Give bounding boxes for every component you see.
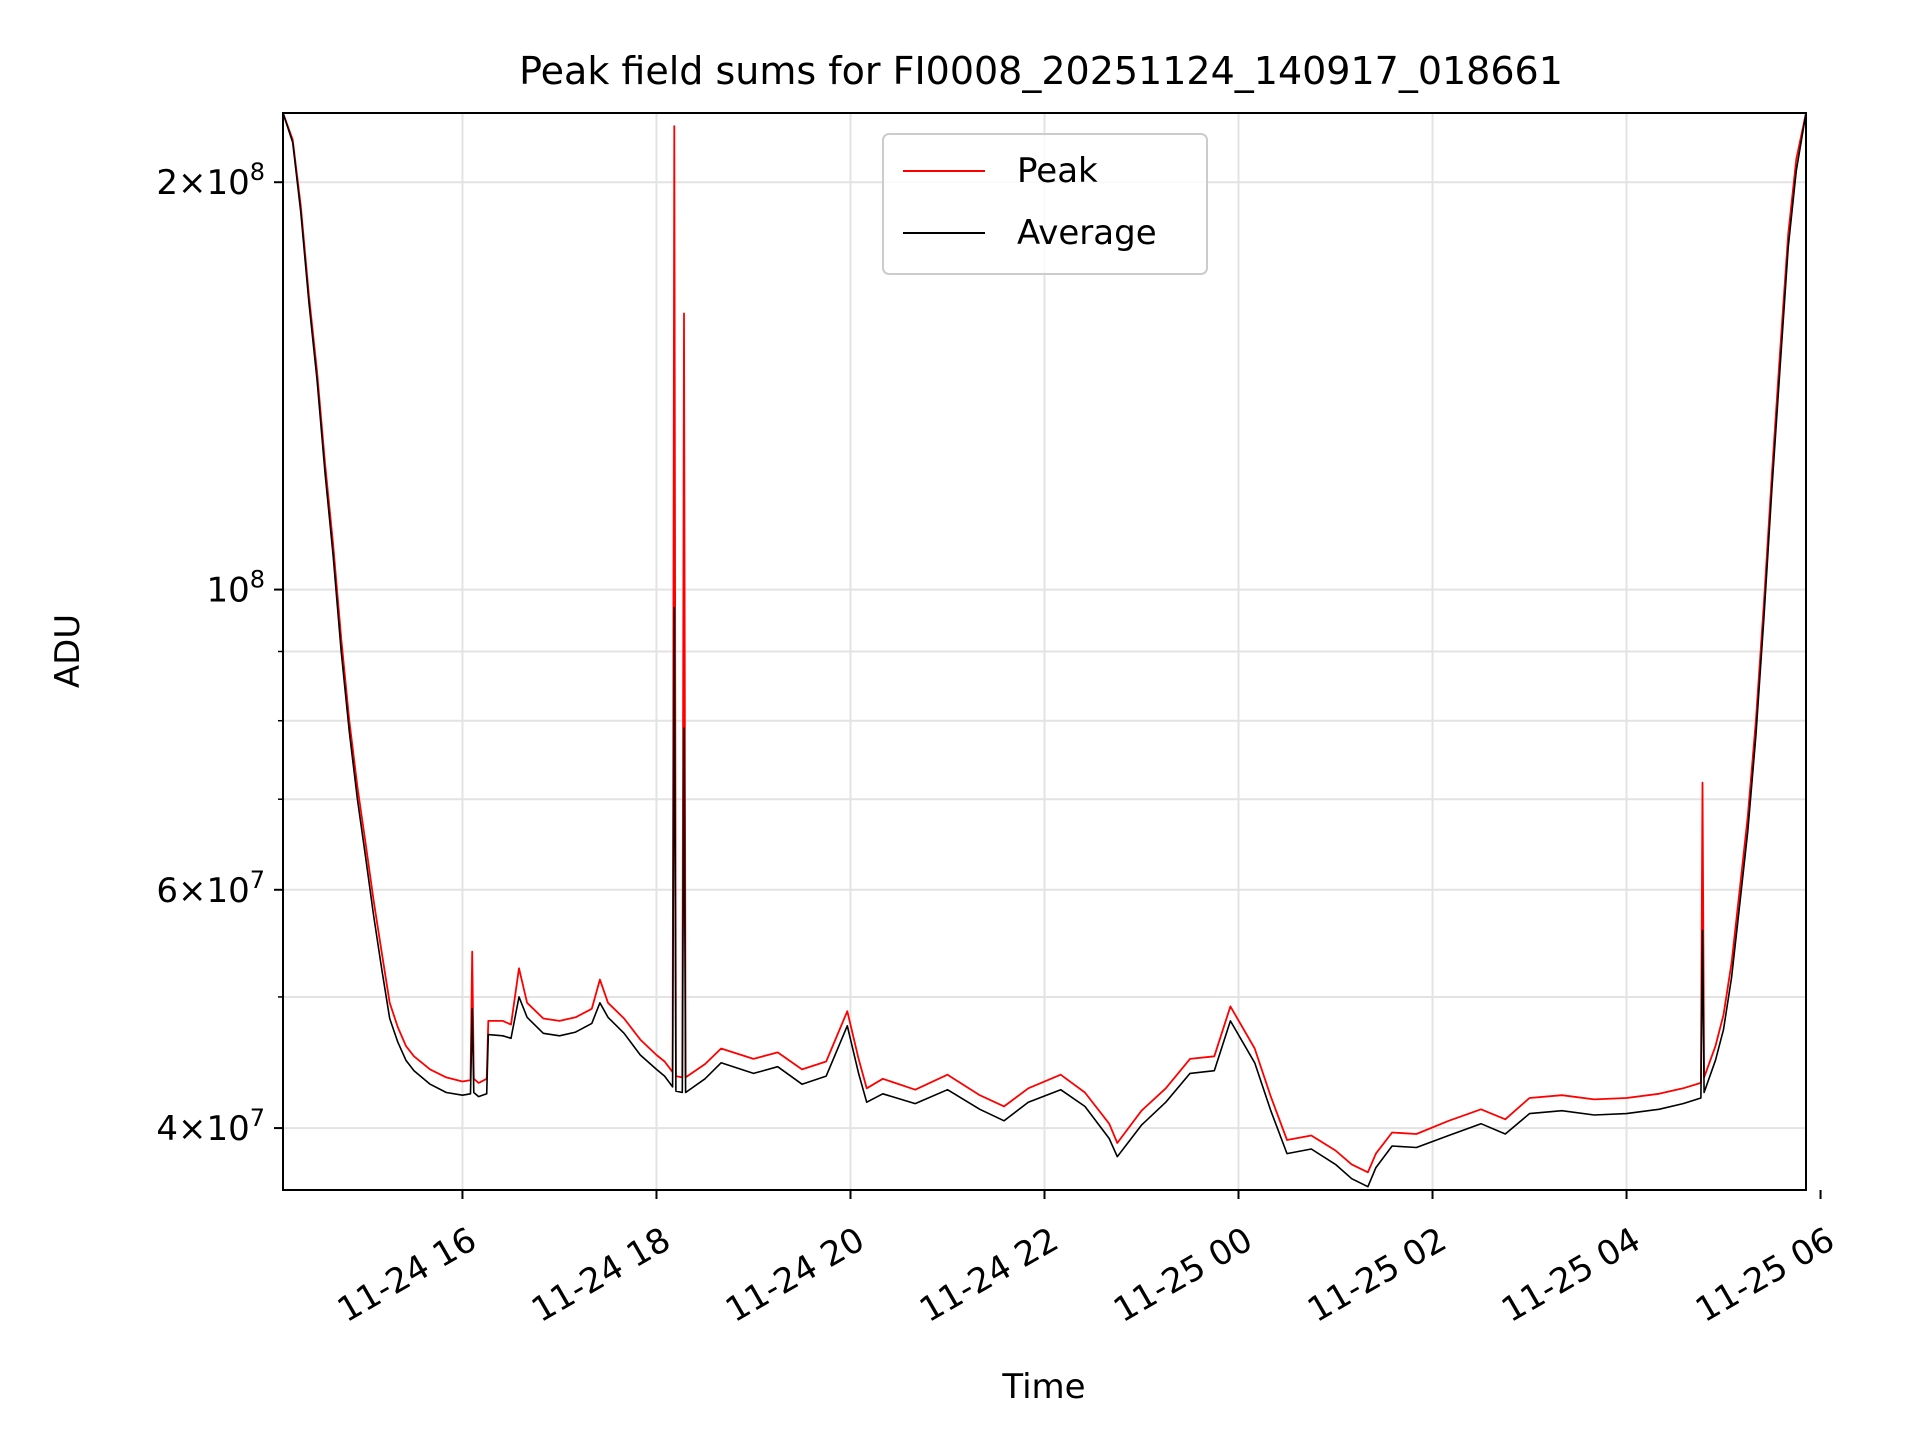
y-axis-label: ADU — [48, 614, 88, 688]
plot-area — [283, 113, 1806, 1188]
x-axis-label: Time — [1001, 1367, 1085, 1407]
series-line-average — [283, 113, 1806, 1188]
legend-average-label: Average — [1017, 213, 1157, 253]
series-line-peak — [283, 113, 1806, 1174]
legend-box — [882, 133, 1208, 275]
series-layer — [283, 113, 1806, 1188]
y-tick-label: 2×108 — [156, 158, 265, 203]
legend-peak-label: Peak — [1017, 151, 1098, 191]
y-tick-label: 6×107 — [156, 866, 265, 911]
chart-title: Peak field sums for FI0008_20251124_1409… — [519, 49, 1563, 93]
y-tick-label: 4×107 — [156, 1104, 265, 1149]
legend: Peak Average — [882, 133, 1208, 275]
